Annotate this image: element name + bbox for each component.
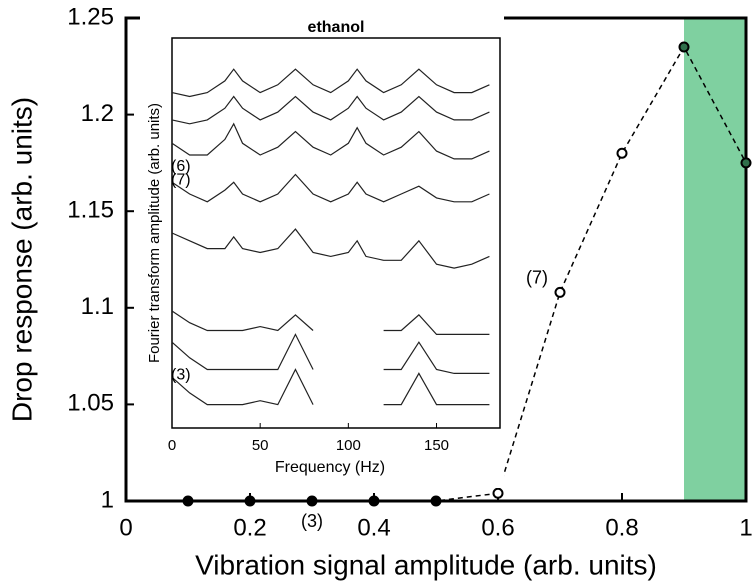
y-tick-label: 1.25: [67, 3, 114, 30]
data-point: [430, 495, 442, 507]
inset-title: ethanol: [308, 19, 365, 36]
inset-x-tick-label: 150: [424, 437, 449, 454]
shaded-region: [684, 18, 746, 501]
y-tick-label: 1.15: [67, 197, 114, 224]
spectrum-line: [171, 368, 490, 406]
inset-x-tick-label: 50: [252, 437, 269, 454]
annotation: (3): [301, 511, 323, 531]
x-tick-label: 0.6: [481, 514, 514, 541]
x-tick-label: 1: [739, 514, 752, 541]
data-line: [188, 45, 747, 502]
x-axis-label: Vibration signal amplitude (arb. units): [195, 549, 657, 580]
y-axis-label: Drop response (arb. units): [6, 97, 37, 422]
spectrum-line: [171, 228, 490, 269]
data-point: [616, 147, 628, 159]
y-tick-label: 1.1: [81, 293, 114, 320]
inset-annotation: (6): [171, 158, 191, 175]
x-tick-label: 0.4: [357, 514, 390, 541]
y-tick-label: 1: [101, 486, 114, 513]
data-point: [306, 495, 318, 507]
x-tick-label: 0.2: [233, 514, 266, 541]
data-point: [368, 495, 380, 507]
inset-annotation: (3): [171, 367, 191, 384]
spectrum-line: [171, 95, 490, 125]
data-point: [554, 286, 566, 298]
spectrum-line: [171, 333, 490, 374]
spectrum-line: [171, 310, 490, 335]
data-point: [492, 487, 504, 499]
y-tick-label: 1.2: [81, 100, 114, 127]
inset-background: [140, 14, 504, 488]
inset-y-axis-label: Fourier transform amplitude (arb. units): [146, 103, 163, 363]
data-point: [244, 495, 256, 507]
spectrum-line: [171, 68, 490, 98]
data-point: [182, 495, 194, 507]
spectrum-line: [171, 173, 490, 203]
inset-x-tick-label: 0: [168, 437, 176, 454]
y-tick-label: 1.05: [67, 390, 114, 417]
x-tick-label: 0.8: [605, 514, 638, 541]
data-point: [678, 41, 690, 53]
inset-x-axis-label: Frequency (Hz): [275, 459, 385, 476]
inset-x-tick-label: 100: [336, 437, 361, 454]
x-tick-label: 0: [119, 514, 132, 541]
data-point: [740, 157, 752, 169]
spectrum-line: [171, 122, 490, 160]
annotation: (7): [526, 268, 548, 288]
inset-annotation: (7): [171, 172, 191, 189]
